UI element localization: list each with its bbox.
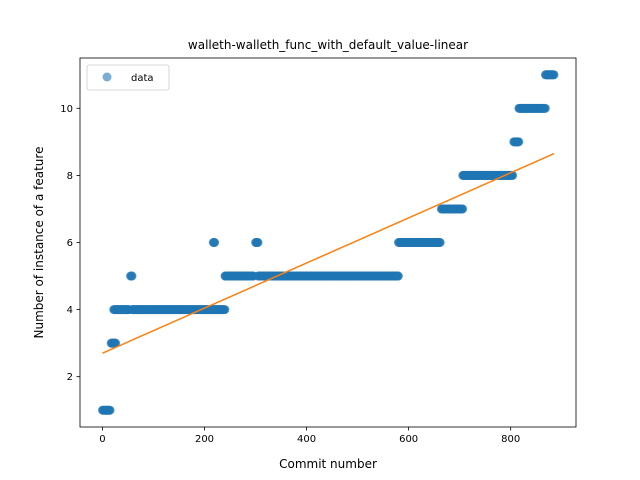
x-tick-label: 400 — [297, 434, 316, 445]
data-point — [541, 104, 550, 113]
y-tick-label: 10 — [60, 104, 73, 115]
data-point — [436, 238, 445, 247]
y-tick-label: 6 — [67, 238, 73, 249]
data-point — [550, 70, 559, 79]
data-point — [254, 238, 263, 247]
y-tick-label: 2 — [67, 372, 73, 383]
x-tick-label: 200 — [195, 434, 214, 445]
x-axis-title: Commit number — [279, 457, 377, 471]
y-tick-label: 4 — [67, 305, 73, 316]
legend-box — [87, 65, 169, 90]
x-tick-label: 0 — [99, 434, 105, 445]
data-point — [220, 305, 229, 314]
legend-marker-data — [103, 73, 112, 82]
data-point — [458, 204, 467, 213]
data-point — [514, 137, 523, 146]
plot-area — [80, 58, 576, 427]
data-point — [394, 272, 403, 281]
legend-label-data: data — [131, 73, 154, 84]
y-axis-title: Number of instance of a feature — [32, 147, 46, 339]
chart-title: walleth-walleth_func_with_default_value-… — [188, 38, 468, 52]
x-tick-label: 800 — [501, 434, 520, 445]
y-tick-label: 8 — [67, 171, 73, 182]
legend: data — [87, 65, 169, 90]
data-point — [128, 272, 137, 281]
data-point — [106, 406, 115, 415]
data-point — [210, 238, 219, 247]
x-tick-label: 600 — [399, 434, 418, 445]
